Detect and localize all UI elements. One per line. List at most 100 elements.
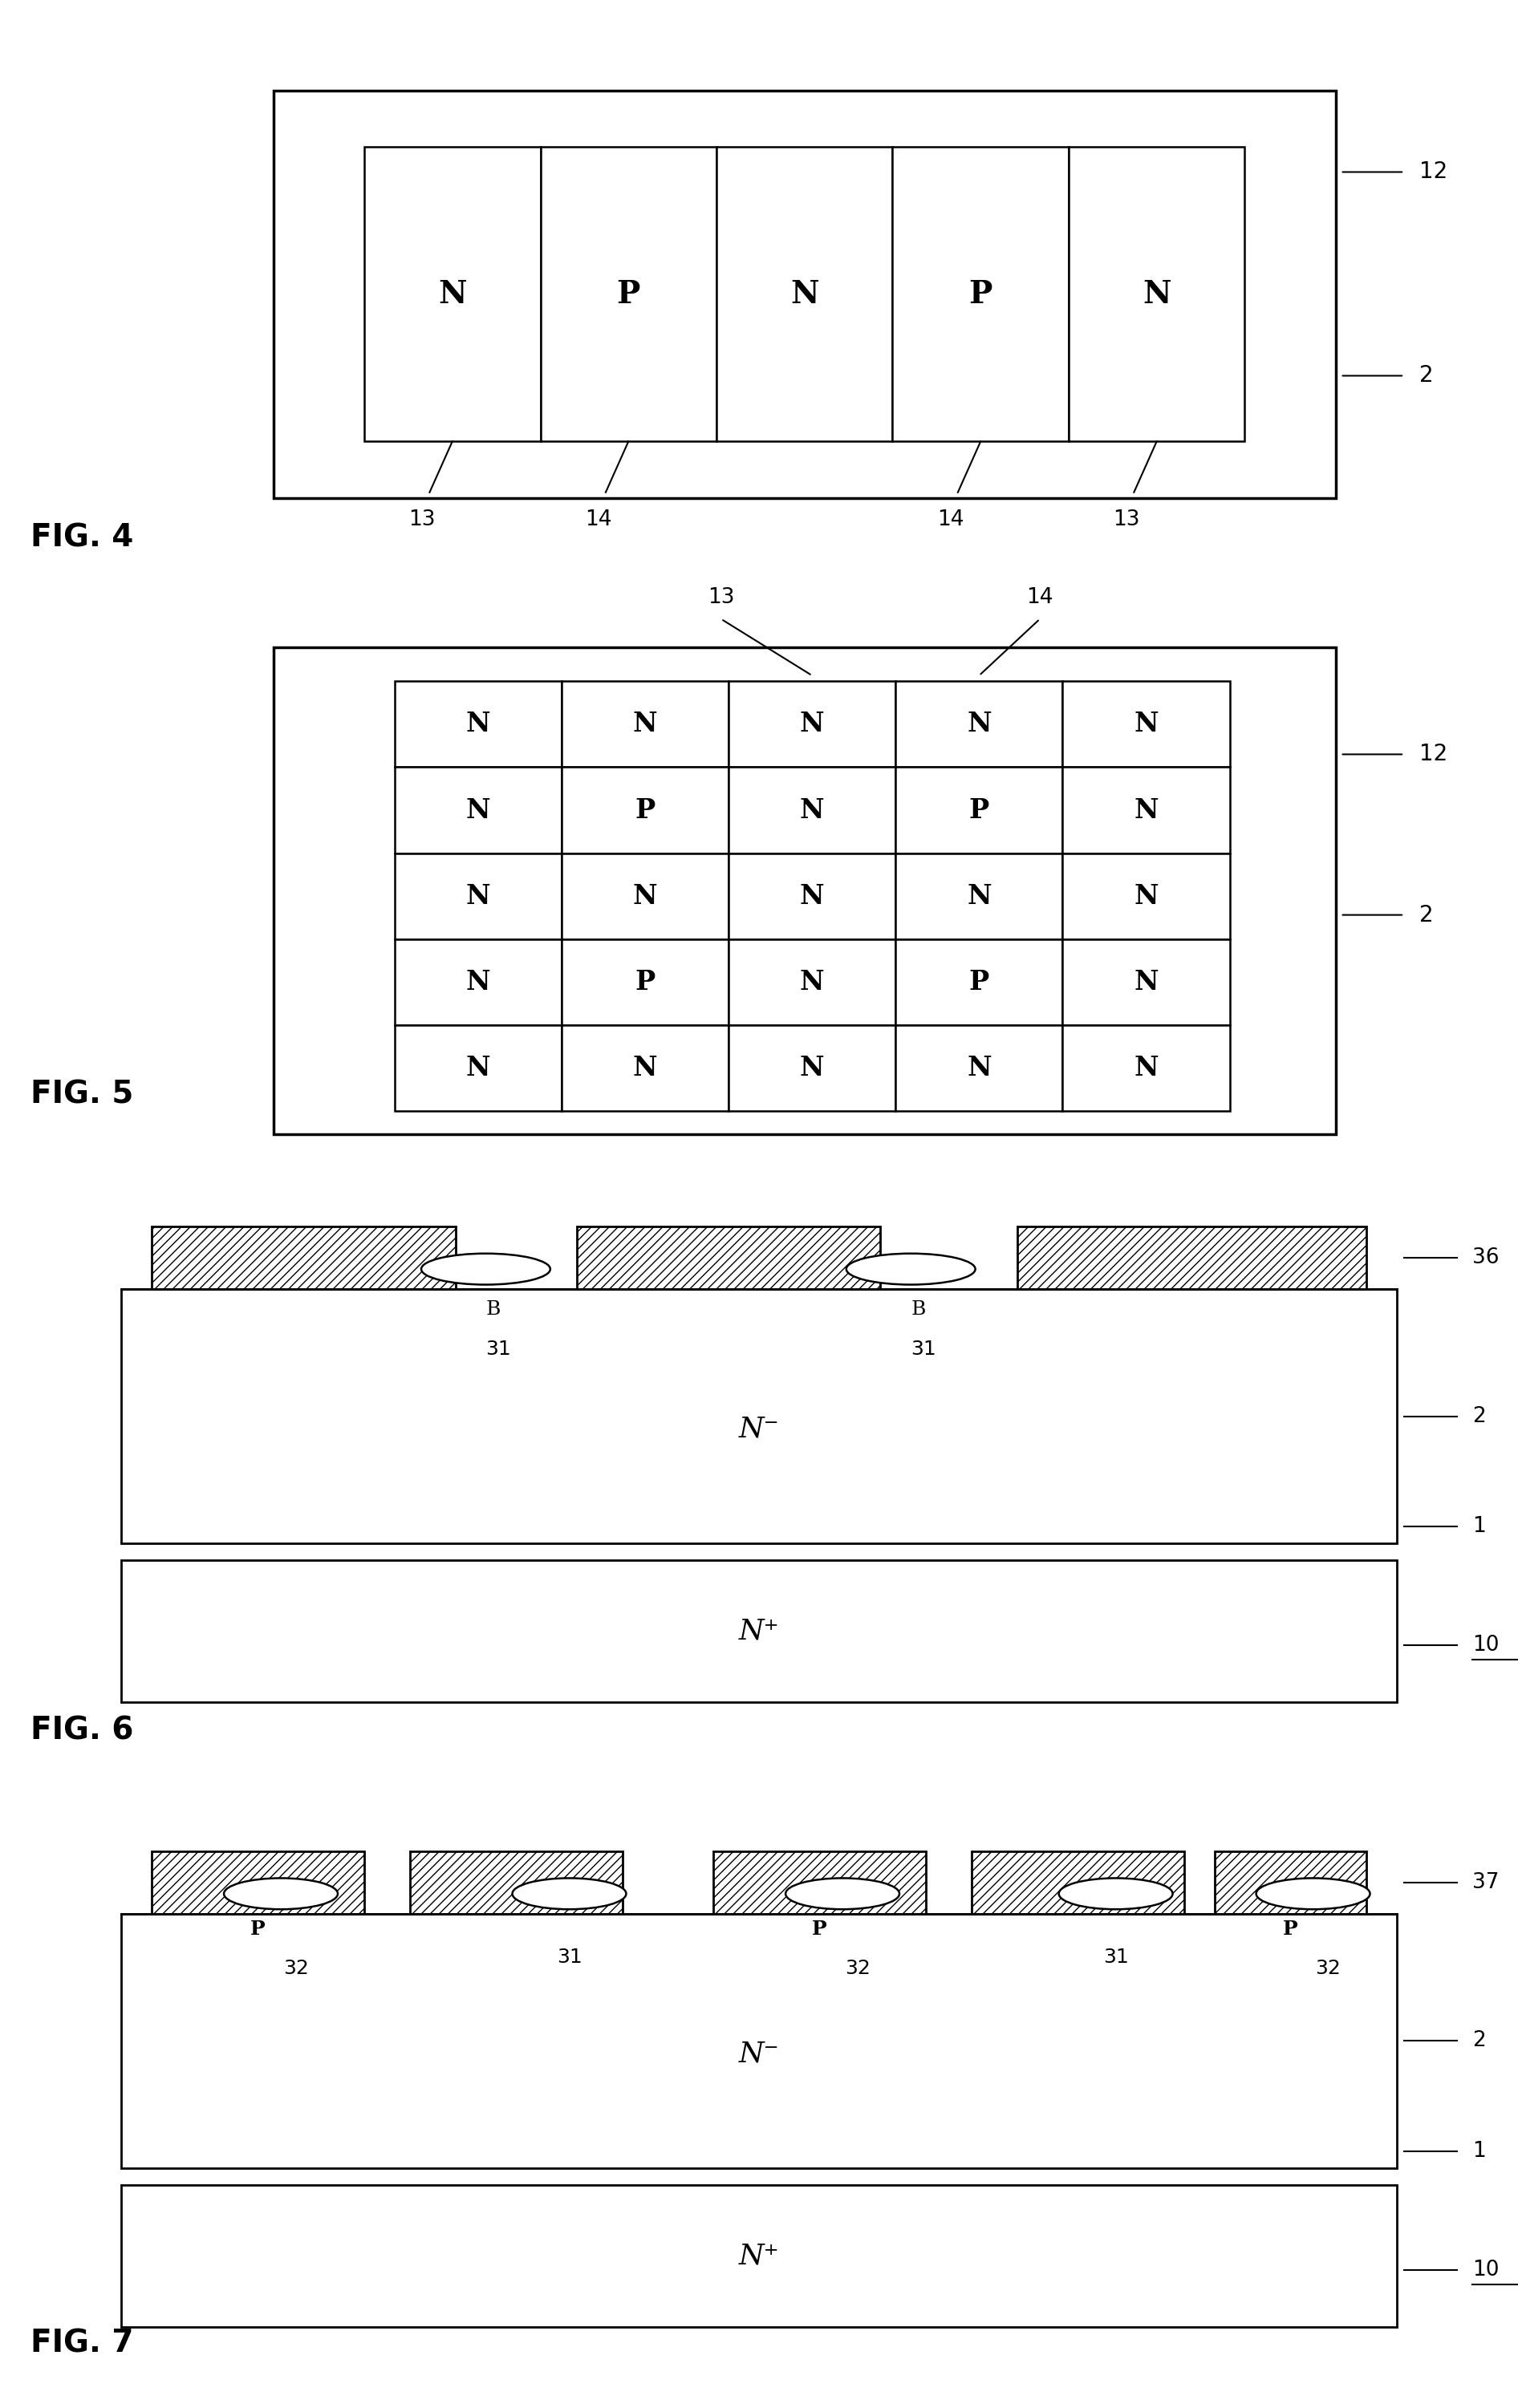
- Text: 1: 1: [1472, 2141, 1486, 2162]
- Text: FIG. 4: FIG. 4: [30, 523, 134, 554]
- Text: N⁺: N⁺: [739, 1618, 779, 1645]
- Bar: [729, 939, 896, 1026]
- Bar: [1063, 681, 1230, 768]
- Bar: [896, 768, 1063, 852]
- Bar: [152, 1852, 364, 1914]
- Ellipse shape: [422, 1255, 550, 1283]
- Text: 2: 2: [1472, 1406, 1486, 1426]
- Text: N: N: [466, 710, 490, 737]
- Bar: [1063, 768, 1230, 852]
- Text: FIG. 6: FIG. 6: [30, 1714, 134, 1746]
- Text: 12: 12: [1419, 161, 1448, 183]
- Text: N: N: [1134, 968, 1158, 995]
- Bar: [896, 1026, 1063, 1112]
- Text: 10: 10: [1472, 1635, 1500, 1657]
- Text: 31: 31: [557, 1948, 581, 1967]
- Bar: [395, 1026, 562, 1112]
- Bar: [729, 1026, 896, 1112]
- Text: 14: 14: [1026, 588, 1053, 607]
- Bar: [121, 1288, 1397, 1544]
- Bar: [395, 852, 562, 939]
- Text: N: N: [466, 968, 490, 995]
- Text: P: P: [635, 968, 656, 995]
- Bar: [1069, 147, 1245, 441]
- Text: FIG. 7: FIG. 7: [30, 2329, 134, 2360]
- Text: P: P: [968, 279, 993, 311]
- Ellipse shape: [1058, 1878, 1172, 1910]
- Bar: [896, 681, 1063, 768]
- Bar: [1063, 939, 1230, 1026]
- Text: 13: 13: [408, 508, 436, 530]
- Ellipse shape: [846, 1255, 975, 1283]
- Text: N: N: [967, 710, 991, 737]
- Text: N: N: [466, 797, 490, 824]
- Bar: [562, 1026, 729, 1112]
- Text: FIG. 5: FIG. 5: [30, 1079, 134, 1110]
- Text: 14: 14: [584, 508, 612, 530]
- Text: N: N: [967, 1055, 991, 1081]
- Text: N: N: [800, 710, 824, 737]
- Text: 2: 2: [1472, 2030, 1486, 2052]
- Bar: [410, 1852, 622, 1914]
- Text: N: N: [1134, 797, 1158, 824]
- Text: N: N: [967, 884, 991, 910]
- Text: N: N: [791, 279, 818, 311]
- Bar: [152, 1226, 455, 1288]
- Text: N: N: [800, 797, 824, 824]
- Bar: [540, 147, 716, 441]
- Bar: [729, 768, 896, 852]
- Bar: [273, 92, 1336, 498]
- Ellipse shape: [225, 1878, 337, 1910]
- Bar: [1017, 1226, 1366, 1288]
- Text: P: P: [812, 1919, 827, 1938]
- Text: N: N: [633, 1055, 657, 1081]
- Bar: [1063, 1026, 1230, 1112]
- Text: N⁻: N⁻: [739, 1416, 779, 1442]
- Text: P: P: [1283, 1919, 1298, 1938]
- Text: P: P: [616, 279, 641, 311]
- Bar: [562, 852, 729, 939]
- Text: N⁻: N⁻: [739, 2040, 779, 2066]
- Text: 2: 2: [1419, 903, 1433, 927]
- Text: 13: 13: [1113, 508, 1140, 530]
- Ellipse shape: [786, 1878, 899, 1910]
- Text: N: N: [1143, 279, 1170, 311]
- Text: N: N: [800, 968, 824, 995]
- Text: 37: 37: [1472, 1871, 1500, 1893]
- Ellipse shape: [512, 1878, 627, 1910]
- Text: N: N: [800, 1055, 824, 1081]
- Text: N: N: [466, 1055, 490, 1081]
- Bar: [364, 147, 540, 441]
- Text: B: B: [911, 1300, 926, 1320]
- Bar: [896, 852, 1063, 939]
- Bar: [395, 768, 562, 852]
- Text: P: P: [968, 797, 990, 824]
- Text: N: N: [633, 884, 657, 910]
- Text: 36: 36: [1472, 1247, 1500, 1269]
- Text: P: P: [968, 968, 990, 995]
- Text: 32: 32: [284, 1958, 308, 1977]
- Text: N: N: [439, 279, 466, 311]
- Bar: [121, 1914, 1397, 2167]
- Bar: [1214, 1852, 1366, 1914]
- Bar: [562, 681, 729, 768]
- Text: 31: 31: [1104, 1948, 1128, 1967]
- Text: N: N: [1134, 1055, 1158, 1081]
- Bar: [273, 648, 1336, 1134]
- Bar: [395, 939, 562, 1026]
- Bar: [577, 1226, 880, 1288]
- Text: P: P: [635, 797, 656, 824]
- Text: N: N: [633, 710, 657, 737]
- Text: 10: 10: [1472, 2259, 1500, 2280]
- Bar: [729, 681, 896, 768]
- Text: N: N: [1134, 884, 1158, 910]
- Text: B: B: [486, 1300, 501, 1320]
- Text: 31: 31: [486, 1339, 512, 1358]
- Bar: [562, 768, 729, 852]
- Bar: [893, 147, 1069, 441]
- Bar: [729, 852, 896, 939]
- Ellipse shape: [1255, 1878, 1369, 1910]
- Bar: [121, 1560, 1397, 1702]
- Bar: [121, 2184, 1397, 2326]
- Bar: [972, 1852, 1184, 1914]
